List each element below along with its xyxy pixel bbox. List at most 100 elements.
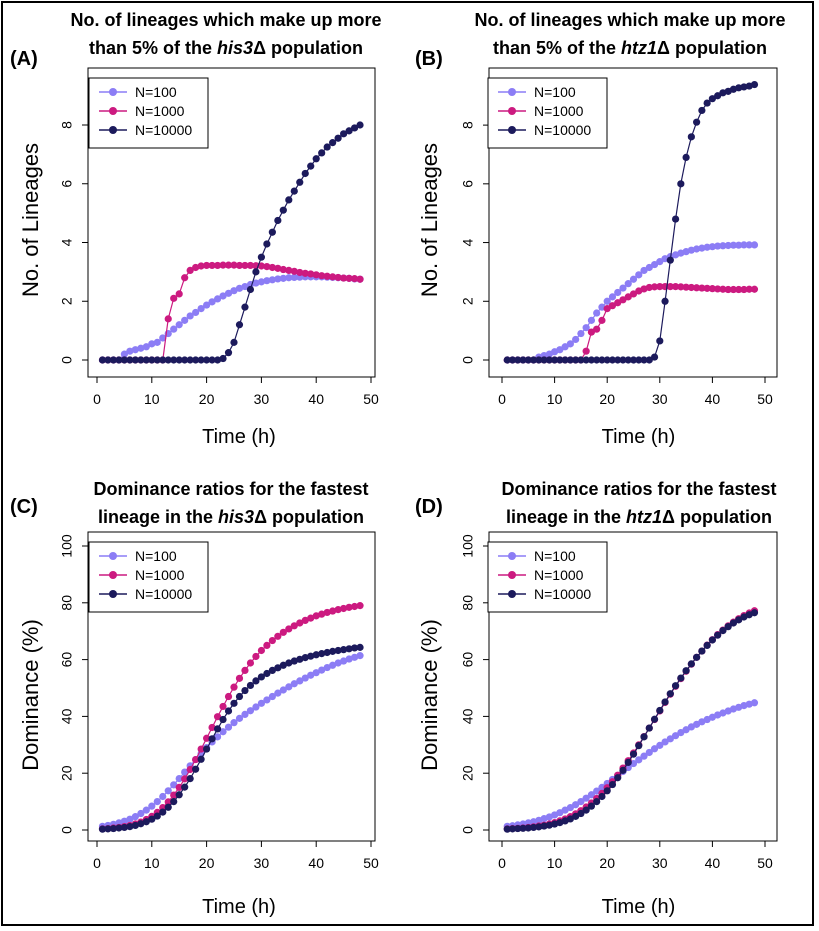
data-point [619,356,627,364]
data-point [587,356,596,364]
data-point [219,715,227,724]
data-point [164,803,172,811]
data-point [650,260,659,269]
data-point [219,728,227,736]
data-point [301,269,309,277]
x-tick-label: 30 [652,855,668,871]
data-point [224,289,233,297]
data-point [519,356,527,364]
chart-title-line1: Dominance ratios for the fastest [93,479,368,499]
data-point [274,216,282,225]
series-N=10000 [98,121,364,364]
data-point [619,284,627,292]
data-point [197,262,205,270]
x-tick-label: 20 [599,855,615,871]
data-point [296,178,304,186]
data-point [645,724,653,732]
legend: N=100 N=1000 N=10000 [487,541,608,613]
data-point [279,206,287,214]
data-point [120,350,128,358]
data-point [131,356,139,364]
data-point [698,106,706,115]
data-point [666,735,674,743]
data-point [224,349,233,357]
data-point [529,356,538,364]
data-point [159,808,167,816]
legend-label: N=100 [135,548,177,564]
y-tick-label: 2 [59,297,75,305]
data-point [203,356,211,364]
chart-title-line2: lineage in the htz1Δ population [506,507,772,527]
y-tick-label: 100 [59,534,75,558]
data-point [614,356,622,364]
data-point [213,725,222,733]
data-point [246,707,255,715]
legend: N=100 N=1000 N=10000 [88,541,209,613]
data-point [671,215,680,223]
data-point [230,261,238,269]
data-point [104,356,112,364]
y-tick-label: 60 [59,652,75,668]
x-tick-label: 50 [363,391,379,407]
data-point [582,356,590,364]
data-point [345,603,353,611]
x-tick-label: 50 [757,855,773,871]
data-point [307,652,315,660]
data-point [714,285,722,293]
y-tick-label: 0 [460,356,476,364]
legend-marker [508,107,516,115]
y-tick-label: 0 [59,826,75,834]
data-point [131,346,139,354]
data-point [624,293,632,301]
data-point [268,263,276,272]
data-point [131,813,139,821]
y-axis-label: Dominance (%) [18,619,43,771]
data-point [635,742,643,750]
data-point [640,733,648,741]
x-tick-label: 10 [547,855,563,871]
data-point [203,261,211,270]
data-point [735,285,743,294]
data-point [708,636,717,644]
data-point [175,791,183,799]
data-point [598,356,606,364]
data-point [345,655,353,663]
data-point [257,699,265,707]
data-point [587,802,596,810]
data-point [661,738,669,746]
series-line [507,244,755,361]
data-point [175,290,183,298]
data-point [186,765,194,774]
data-point [503,825,511,833]
data-point [170,325,178,333]
data-point [572,801,580,809]
data-point [142,343,150,351]
data-point [635,271,643,279]
data-point [719,627,727,635]
y-tick-label: 20 [460,765,476,781]
data-point [524,356,532,364]
legend-box [88,77,209,149]
data-point [312,155,320,163]
data-point [175,321,183,329]
data-point [703,284,711,292]
data-point [682,153,690,162]
data-point [142,356,150,364]
x-tick-label: 40 [308,855,324,871]
data-point [329,607,337,615]
data-point [257,673,265,681]
data-point [197,356,205,364]
data-point [252,268,260,276]
data-point [693,284,701,292]
legend-marker [109,571,117,579]
data-point [213,356,222,364]
data-point [224,692,233,701]
data-point [356,643,364,651]
data-point [682,726,690,734]
data-point [356,121,364,129]
x-axis-label: Time (h) [202,426,276,448]
data-point [246,261,255,270]
legend-marker [508,88,516,96]
data-point [551,356,559,364]
data-point [671,732,680,740]
